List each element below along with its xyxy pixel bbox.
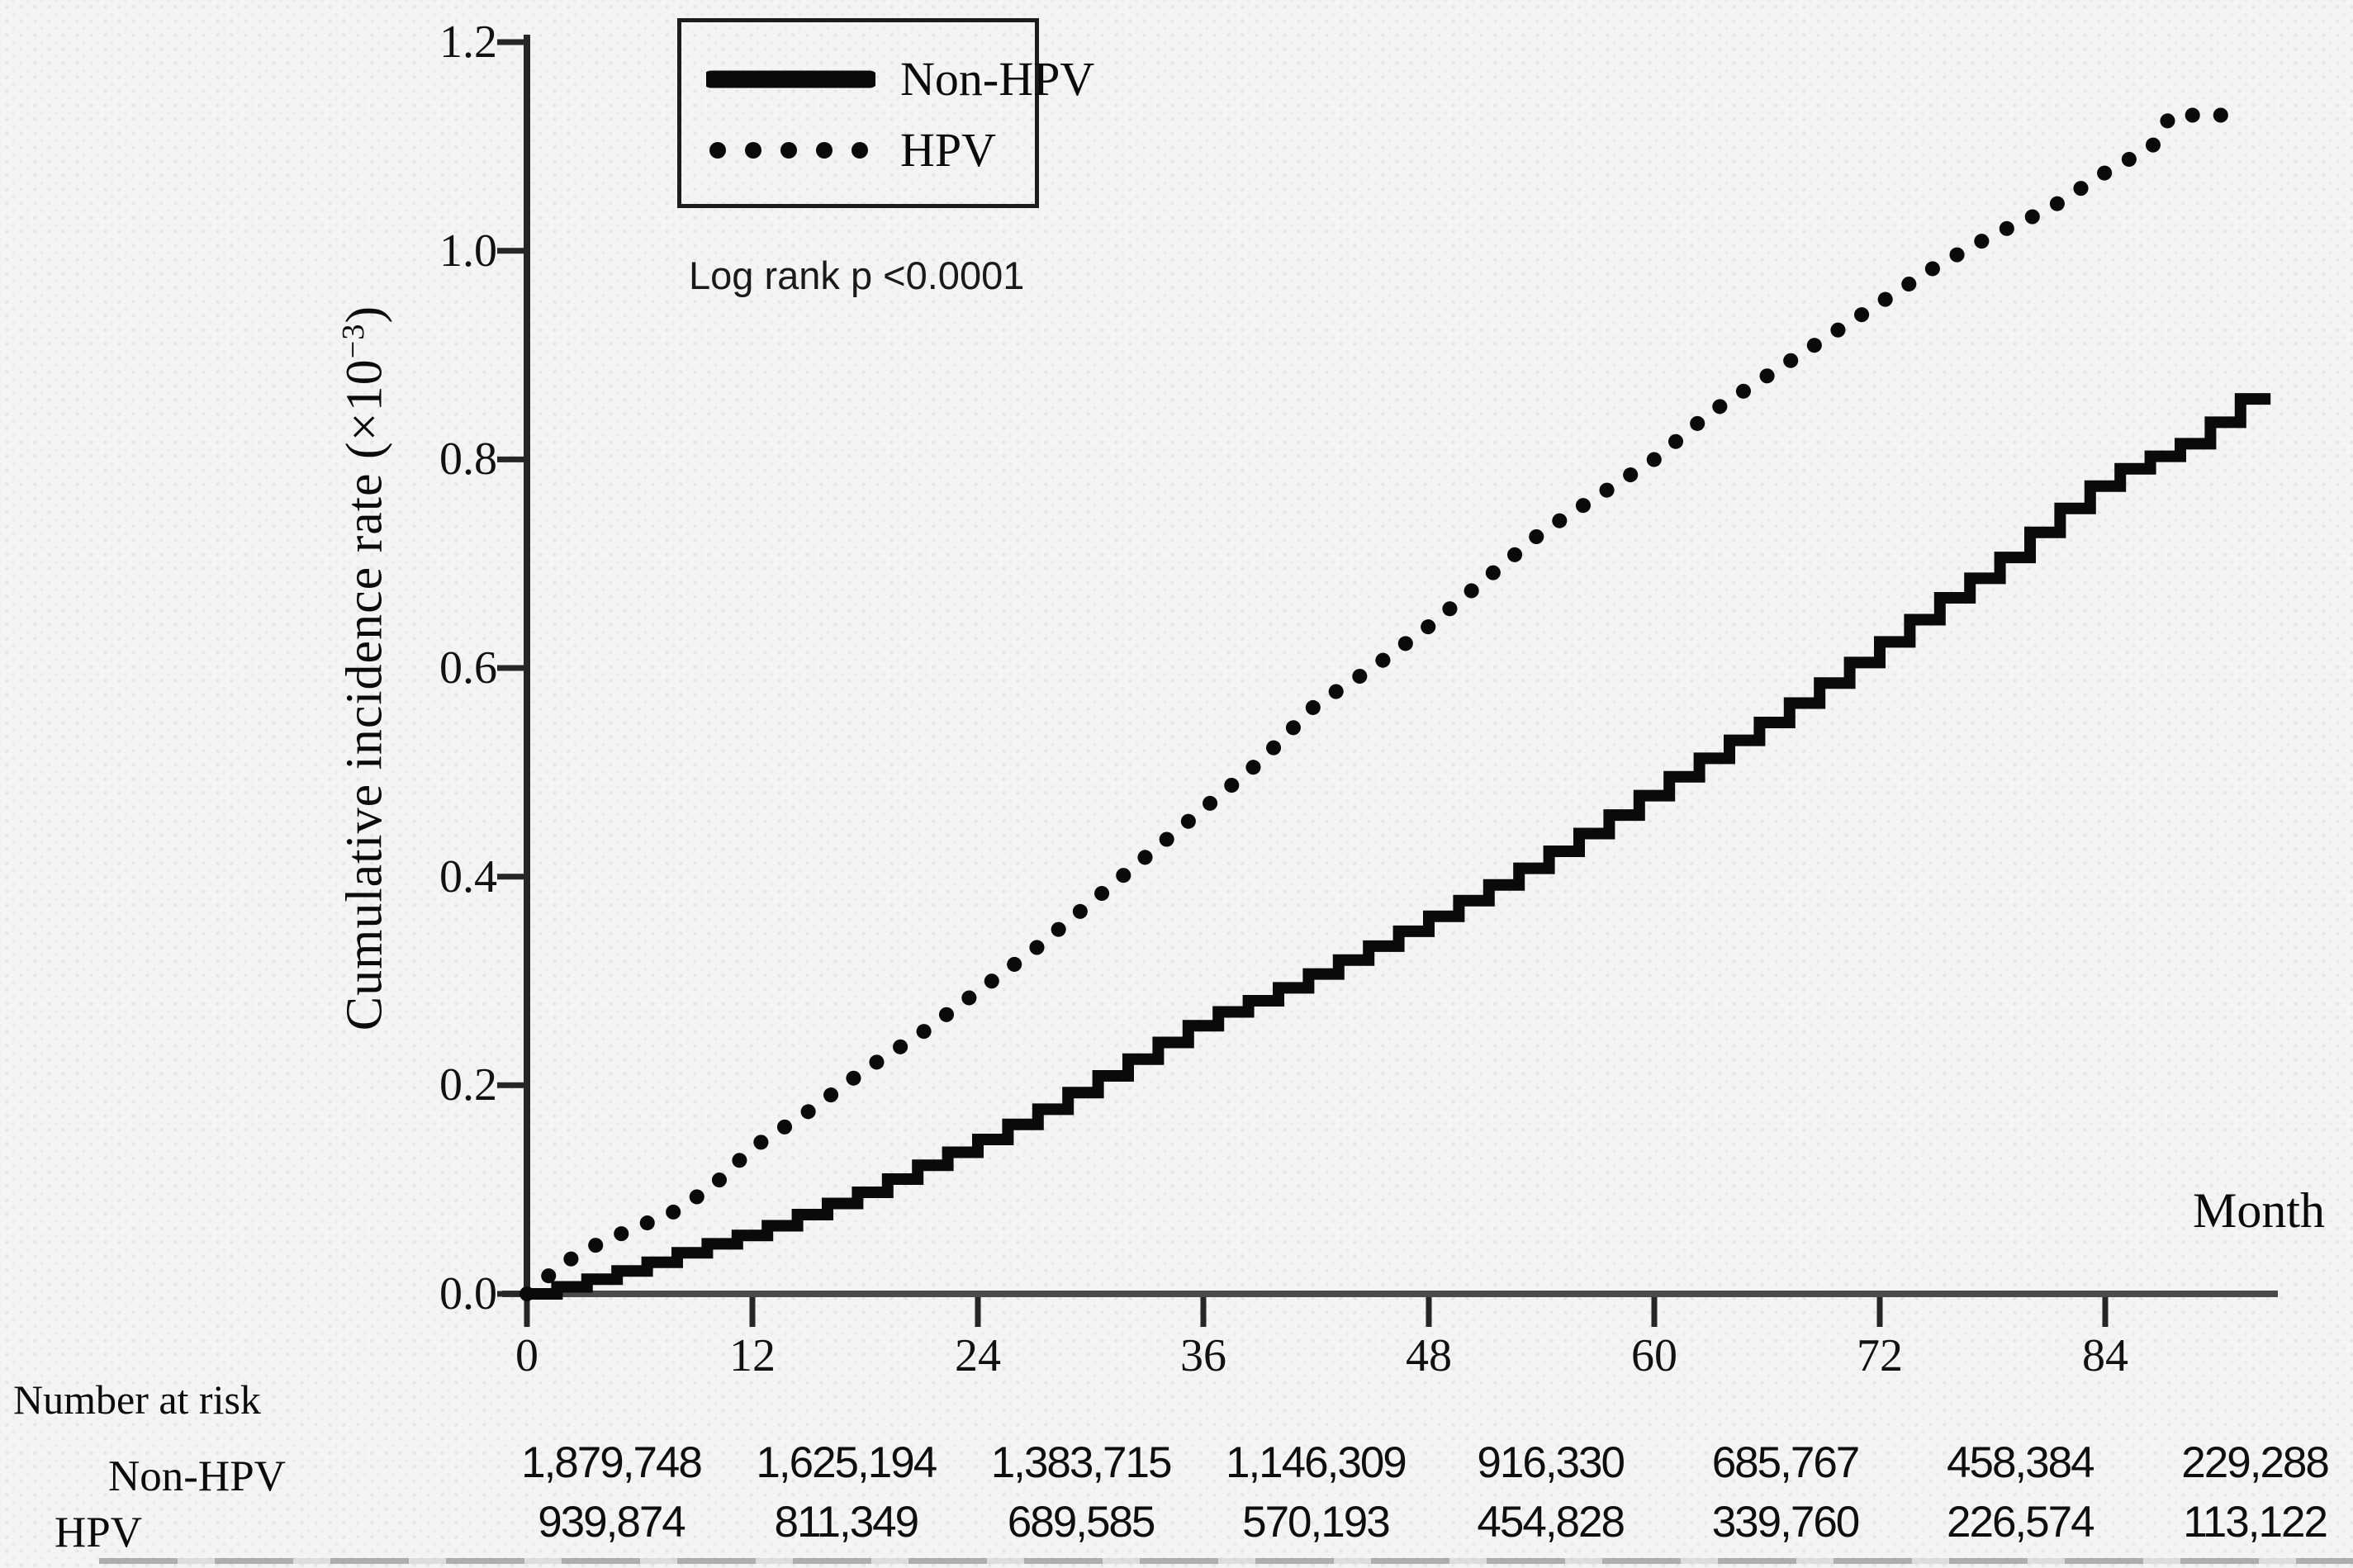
risk-value-non-hpv-m72: 458,384 <box>1947 1438 2095 1487</box>
x-tick-mark <box>749 1297 756 1327</box>
x-tick-label-84: 84 <box>2082 1330 2128 1381</box>
risk-value-hpv-m60: 339,760 <box>1711 1498 1861 1547</box>
x-tick-mark <box>524 1297 530 1327</box>
x-tick-mark <box>1651 1297 1658 1327</box>
risk-value-hpv-m36: 570,193 <box>1242 1498 1391 1547</box>
risk-value-non-hpv-m12: 1,625,194 <box>756 1438 937 1487</box>
x-tick-label-60: 60 <box>1631 1330 1677 1381</box>
risk-row-label-non-hpv: Non-HPV <box>108 1452 286 1500</box>
y-tick-mark <box>497 874 524 880</box>
risk-value-non-hpv-m84: 229,288 <box>2181 1438 2330 1487</box>
non-hpv-curve <box>527 393 2271 1300</box>
x-tick-mark <box>1876 1297 1883 1327</box>
y-tick-mark <box>497 665 524 671</box>
x-tick-label-24: 24 <box>955 1330 1001 1381</box>
risk-value-hpv-m12: 811,349 <box>774 1498 919 1547</box>
y-tick-label-0.0: 0.0 <box>439 1268 497 1319</box>
y-tick-mark <box>497 248 524 254</box>
x-tick-mark <box>2102 1297 2109 1327</box>
legend-item-non-hpv: Non-HPV <box>706 49 1094 110</box>
risk-value-non-hpv-m24: 1,383,715 <box>990 1438 1173 1487</box>
legend-box: Non-HPV HPV <box>677 18 1094 208</box>
x-tick-label-36: 36 <box>1180 1330 1226 1381</box>
risk-row-label-hpv: HPV <box>55 1509 143 1556</box>
x-tick-label-48: 48 <box>1406 1330 1452 1381</box>
risk-value-hpv-m48: 454,828 <box>1477 1498 1625 1547</box>
dotted-line-icon <box>709 142 868 159</box>
y-tick-mark <box>497 456 524 462</box>
y-tick-label-0.4: 0.4 <box>439 850 497 902</box>
y-tick-label-1.0: 1.0 <box>439 225 497 277</box>
legend-label-non-hpv: Non-HPV <box>900 52 1095 106</box>
x-axis-line <box>502 1291 2278 1297</box>
x-tick-label-72: 72 <box>1857 1330 1903 1381</box>
y-tick-label-0.8: 0.8 <box>439 433 497 486</box>
risk-value-hpv-m0: 939,874 <box>538 1498 686 1547</box>
y-tick-label-1.2: 1.2 <box>439 17 497 69</box>
risk-value-hpv-m84: 113,122 <box>2183 1498 2328 1547</box>
y-tick-label-0.2: 0.2 <box>439 1059 497 1111</box>
solid-line-icon <box>706 70 875 88</box>
x-tick-label-0: 0 <box>515 1330 538 1381</box>
risk-value-non-hpv-m36: 1,146,309 <box>1225 1438 1407 1487</box>
legend-label-hpv: HPV <box>900 123 997 177</box>
risk-value-hpv-m24: 689,585 <box>1007 1498 1156 1547</box>
legend-item-hpv: HPV <box>706 120 996 181</box>
y-tick-label-0.6: 0.6 <box>439 642 497 694</box>
risk-table-title: Number at risk <box>13 1376 261 1423</box>
logrank-p-value: Log rank p <0.0001 <box>689 253 1025 297</box>
y-axis-title-exponent: −3 <box>336 323 371 359</box>
risk-value-non-hpv-m48: 916,330 <box>1477 1438 1625 1487</box>
y-tick-mark <box>497 1291 524 1297</box>
y-axis-line <box>524 35 530 1297</box>
scan-artifact-line <box>99 1558 2353 1564</box>
x-tick-mark <box>1426 1297 1432 1327</box>
x-tick-mark <box>975 1297 981 1327</box>
y-tick-mark <box>497 39 524 45</box>
y-axis-title-close: ) <box>336 305 393 324</box>
risk-value-non-hpv-m60: 685,767 <box>1711 1438 1861 1487</box>
x-tick-mark <box>1200 1297 1207 1327</box>
y-tick-mark <box>497 1082 524 1088</box>
risk-value-non-hpv-m0: 1,879,748 <box>521 1438 703 1487</box>
x-tick-label-12: 12 <box>729 1330 776 1381</box>
risk-value-hpv-m72: 226,574 <box>1947 1498 2095 1547</box>
x-axis-title: Month <box>2192 1183 2326 1238</box>
